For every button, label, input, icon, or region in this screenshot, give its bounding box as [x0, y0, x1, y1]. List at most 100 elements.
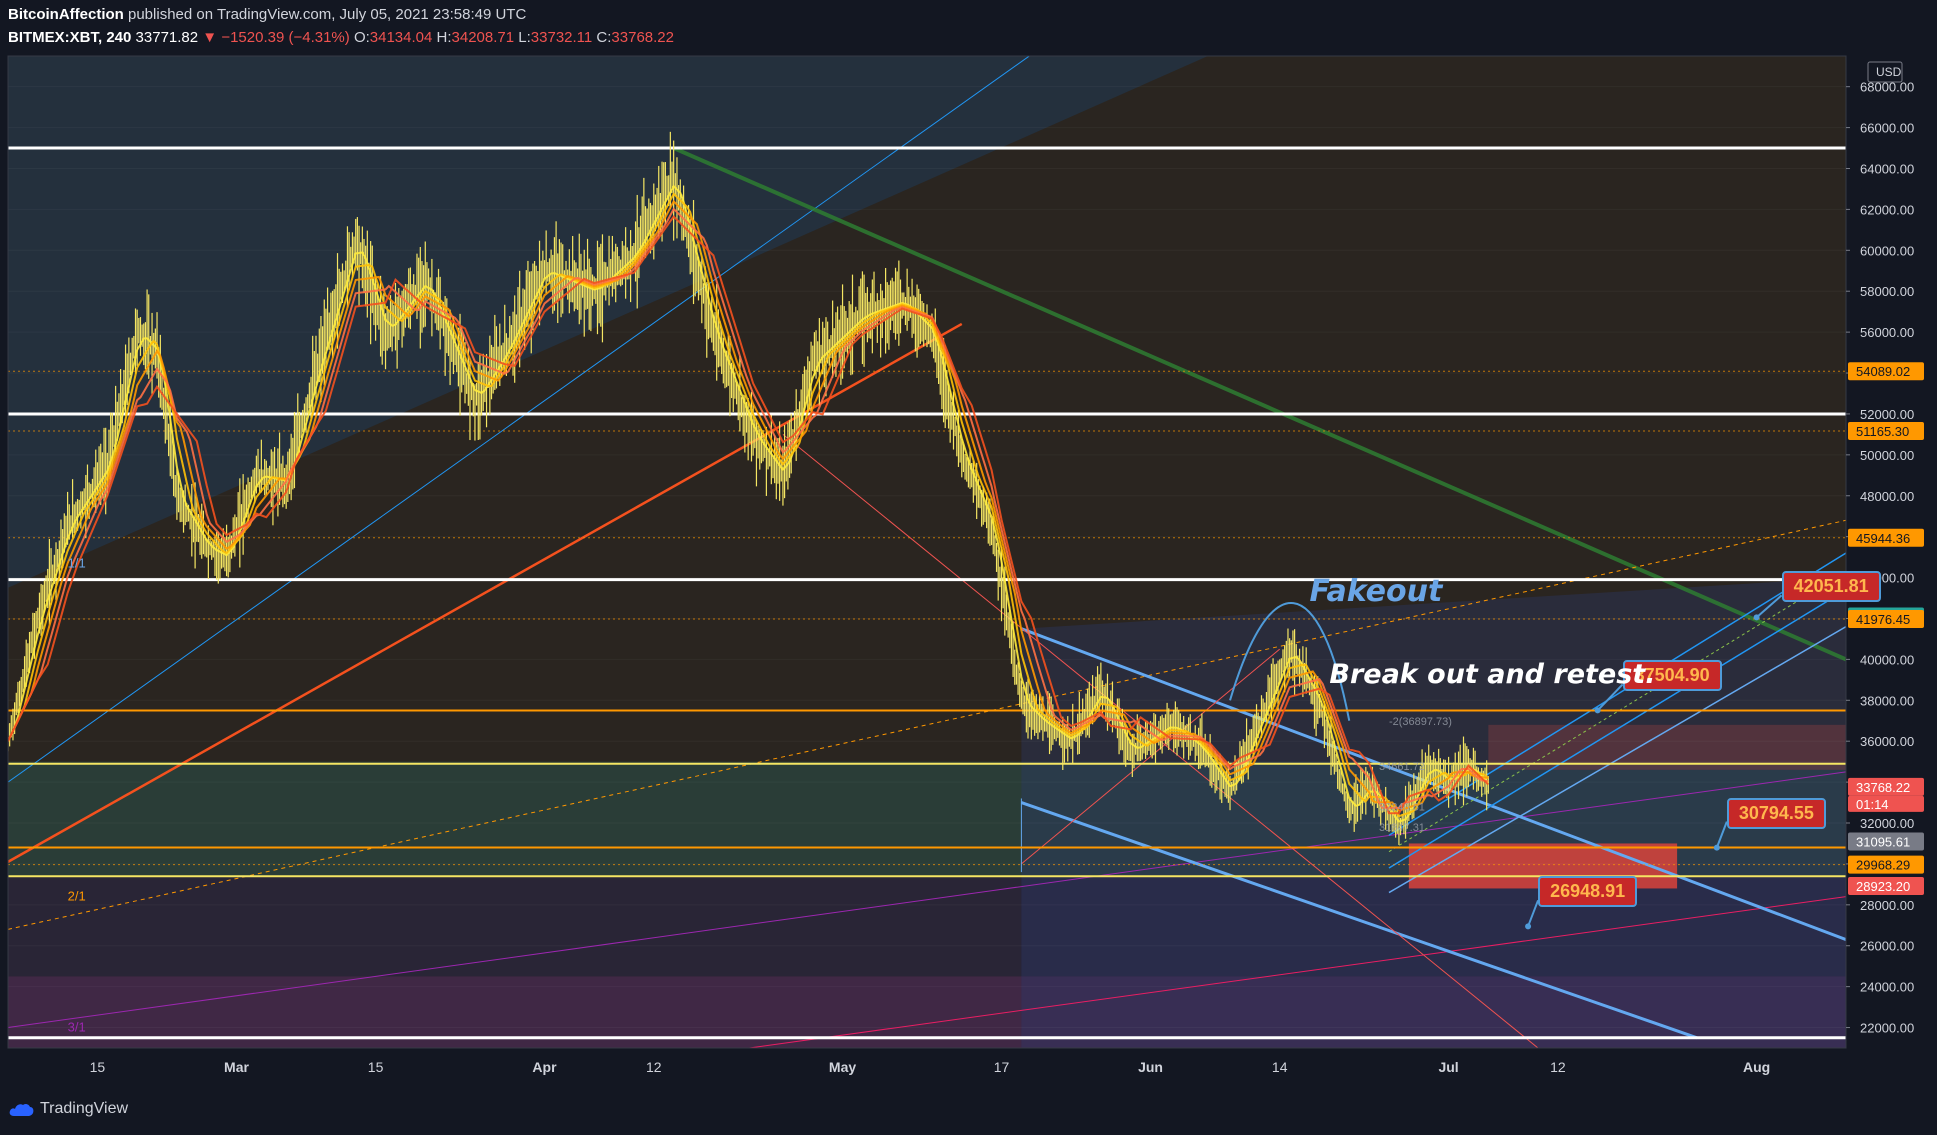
x-tick-label: Jul	[1438, 1059, 1458, 1075]
pink-fan-line	[745, 896, 1846, 1048]
pitchfork-line	[1021, 648, 1281, 865]
x-tick-label: Mar	[224, 1059, 249, 1075]
fan-label: 2/1	[68, 889, 86, 904]
price-callout[interactable]: 30794.55	[1726, 797, 1826, 829]
ema-ribbon-line	[8, 192, 1490, 818]
price-badge-label: 45944.36	[1856, 531, 1910, 546]
open-value: 34134.04	[369, 29, 433, 46]
y-tick-label: 58000.00	[1860, 284, 1914, 299]
channel-level-label: -2(36897.73)	[1389, 716, 1452, 728]
price-badge-label: 51165.30	[1856, 424, 1909, 439]
x-tick-label: 17	[994, 1059, 1010, 1075]
resistance-zone	[1488, 724, 1846, 770]
price-badge	[1848, 422, 1924, 441]
price-badge-label: 54089.02	[1856, 364, 1910, 379]
y-tick-label: 22000.00	[1860, 1021, 1914, 1036]
x-tick-label: May	[829, 1059, 856, 1075]
y-tick-label: 38000.00	[1860, 693, 1914, 708]
price-badge	[1848, 528, 1924, 547]
callout-anchor	[1713, 844, 1720, 851]
x-tick-label: 12	[1550, 1059, 1566, 1075]
channel-level-label: 31847.31	[1379, 822, 1425, 834]
price-badge	[1848, 855, 1924, 874]
high-value: 34208.71	[451, 29, 515, 46]
y-tick-label: 56000.00	[1860, 325, 1914, 340]
y-tick-label: 28000.00	[1860, 898, 1914, 913]
last-price: 33771.82	[135, 29, 199, 46]
fan-label: 3/1	[68, 1020, 86, 1035]
price-badge-label: 41976.45	[1856, 612, 1910, 627]
x-tick-label: Apr	[532, 1059, 557, 1075]
y-tick-label: 32000.00	[1860, 816, 1914, 831]
low-label: L:	[518, 29, 531, 46]
callout-pointer	[1715, 821, 1728, 849]
magenta-zone	[8, 976, 1846, 1048]
x-tick-label: 14	[1272, 1059, 1288, 1075]
price-badge-label: 28923.20	[1856, 879, 1910, 894]
close-value: 33768.22	[611, 29, 674, 46]
price-badge	[1848, 876, 1924, 895]
price-badge-label: 33768.22	[1856, 780, 1910, 795]
low-value: 33732.11	[530, 29, 593, 46]
chart-annotation[interactable]: Break out and retest.	[1329, 658, 1656, 690]
ema-ribbon-line	[8, 215, 1489, 815]
price-callout[interactable]: 37504.90	[1622, 660, 1722, 692]
channel-zone	[1021, 577, 1846, 1048]
y-tick-label: 40000.00	[1860, 652, 1914, 667]
x-tick-label: 15	[90, 1059, 106, 1075]
blue-fan-zone	[8, 56, 1208, 588]
callout-pointer	[1527, 899, 1540, 927]
ema-ribbon-line	[8, 207, 1489, 810]
y-tick-label: 60000.00	[1860, 243, 1914, 258]
ema-ribbon-line	[8, 199, 1489, 812]
price-badge	[1848, 362, 1924, 381]
y-tick-label: 36000.00	[1860, 734, 1914, 749]
callout-anchor	[1594, 707, 1601, 714]
open-label: O:	[353, 29, 370, 46]
countdown-label: 01:14	[1856, 797, 1889, 812]
symbol-label[interactable]: BITMEX:XBT, 240	[8, 29, 132, 46]
tradingview-brand: TradingView	[40, 1100, 129, 1117]
channel-level-label: 32246.61	[1379, 802, 1425, 814]
callout-pointer	[1755, 594, 1783, 619]
chart-annotation[interactable]: Fakeout	[1309, 574, 1443, 610]
y-tick-label: 50000.00	[1860, 448, 1914, 463]
fakeout-arc	[1229, 602, 1351, 721]
ema-ribbon-line	[8, 184, 1490, 823]
tradingview-logo[interactable]: TradingView	[8, 1100, 128, 1118]
orange-dashed-line	[8, 519, 1846, 930]
price-badge-label: 29968.29	[1856, 858, 1910, 873]
channel-level-label: 34661.72	[1379, 761, 1425, 773]
x-tick-label: Jun	[1138, 1059, 1163, 1075]
countdown-badge	[1848, 795, 1924, 812]
green-downtrend-line	[672, 146, 1846, 662]
cloud-icon	[9, 1103, 34, 1116]
ohlc-legend: BITMEX:XBT, 240 33771.82 ▼ −1520.39 (−4.…	[8, 29, 674, 46]
price-badge	[1848, 832, 1924, 851]
y-tick-label: 48000.00	[1860, 489, 1914, 504]
y-tick-label: 66000.00	[1860, 121, 1914, 136]
y-tick-label: 26000.00	[1860, 939, 1914, 954]
x-tick-label: Aug	[1743, 1059, 1770, 1075]
fan-label: 1/1	[68, 555, 86, 570]
y-tick-label: 64000.00	[1860, 161, 1914, 176]
currency-label: USD	[1876, 65, 1902, 79]
rising-channel-line	[1388, 552, 1846, 836]
price-badge	[1848, 777, 1924, 796]
publish-date: published on TradingView.com, July 05, 2…	[128, 6, 527, 23]
author-name[interactable]: BitcoinAffection	[8, 6, 124, 23]
price-badge	[1848, 609, 1924, 628]
plot-border	[7, 55, 1847, 1049]
y-tick-label: 62000.00	[1860, 202, 1914, 217]
callout-pointer	[1596, 683, 1624, 712]
price-callout[interactable]: 42051.81	[1781, 571, 1881, 603]
price-change: −1520.39 (−4.31%)	[221, 29, 350, 46]
down-arrow-icon: ▼	[202, 29, 218, 46]
close-label: C:	[596, 29, 612, 46]
publish-info: BitcoinAffection published on TradingVie…	[8, 6, 526, 23]
currency-box	[1867, 61, 1903, 83]
x-tick-label: 12	[646, 1059, 662, 1075]
price-callout[interactable]: 26948.91	[1538, 876, 1638, 908]
high-label: H:	[436, 29, 452, 46]
